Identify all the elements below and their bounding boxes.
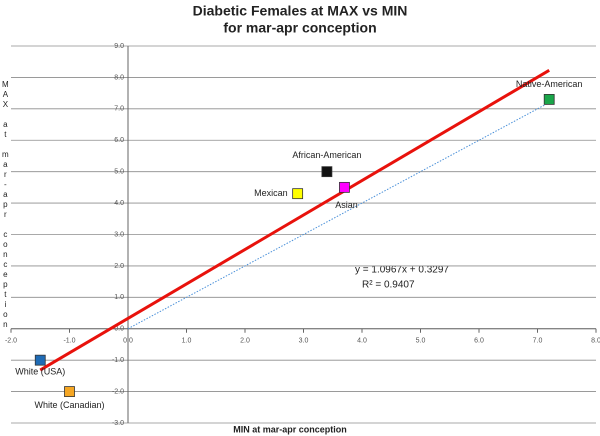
point [543, 94, 555, 105]
trendline [39, 69, 550, 372]
x-axis-label: MIN at mar-apr conception [233, 424, 347, 434]
x-tick-label: 4.0 [357, 338, 367, 345]
y-tick-label: -3.0 [112, 420, 124, 427]
point-label: Asian [335, 200, 358, 210]
x-tick-label: 2.0 [240, 338, 250, 345]
y-tick-label: 6.0 [114, 137, 124, 144]
y-axis-label: MAX at mar-apr conception [1, 80, 10, 330]
x-tick-label: 7.0 [533, 338, 543, 345]
point [292, 188, 304, 200]
x-tick-label: 5.0 [416, 338, 426, 345]
x-tick-label: -2.0 [5, 338, 17, 345]
y-tick-label: 2.0 [114, 263, 124, 270]
chart-subtitle: for mar-apr conception [223, 20, 376, 36]
y-tick-label: -1.0 [112, 357, 124, 364]
y-tick-label: 5.0 [114, 169, 124, 176]
x-tick-label: 8.0 [591, 338, 600, 345]
x-tick-label: 1.0 [182, 338, 192, 345]
point [64, 386, 75, 397]
y-tick-label: 4.0 [114, 200, 124, 207]
reference-line [127, 102, 550, 330]
x-tick-label: -1.0 [63, 338, 75, 345]
point [34, 354, 46, 366]
point-label: White (Canadian) [34, 400, 104, 410]
point [339, 181, 350, 193]
r-squared: R² = 0.9407 [362, 280, 415, 291]
point-label: African-American [292, 150, 361, 160]
equation: y = 1.0967x + 0.3297 [355, 265, 449, 276]
y-tick-label: 9.0 [114, 43, 124, 50]
y-tick-label: 1.0 [114, 294, 124, 301]
chart-title: Diabetic Females at MAX vs MIN [193, 3, 408, 19]
x-tick-label: 3.0 [299, 338, 309, 345]
point [321, 166, 333, 178]
y-tick-label: 8.0 [114, 74, 124, 81]
point-label: Native-American [516, 79, 583, 89]
x-tick-label: 0.0 [123, 338, 133, 345]
point-label: Mexican [254, 188, 288, 198]
y-tick-label: 3.0 [114, 231, 124, 238]
point-label: White (USA) [15, 367, 65, 377]
y-tick-label: 7.0 [114, 106, 124, 113]
y-tick-label: -2.0 [112, 388, 124, 395]
x-tick-label: 6.0 [474, 338, 484, 345]
